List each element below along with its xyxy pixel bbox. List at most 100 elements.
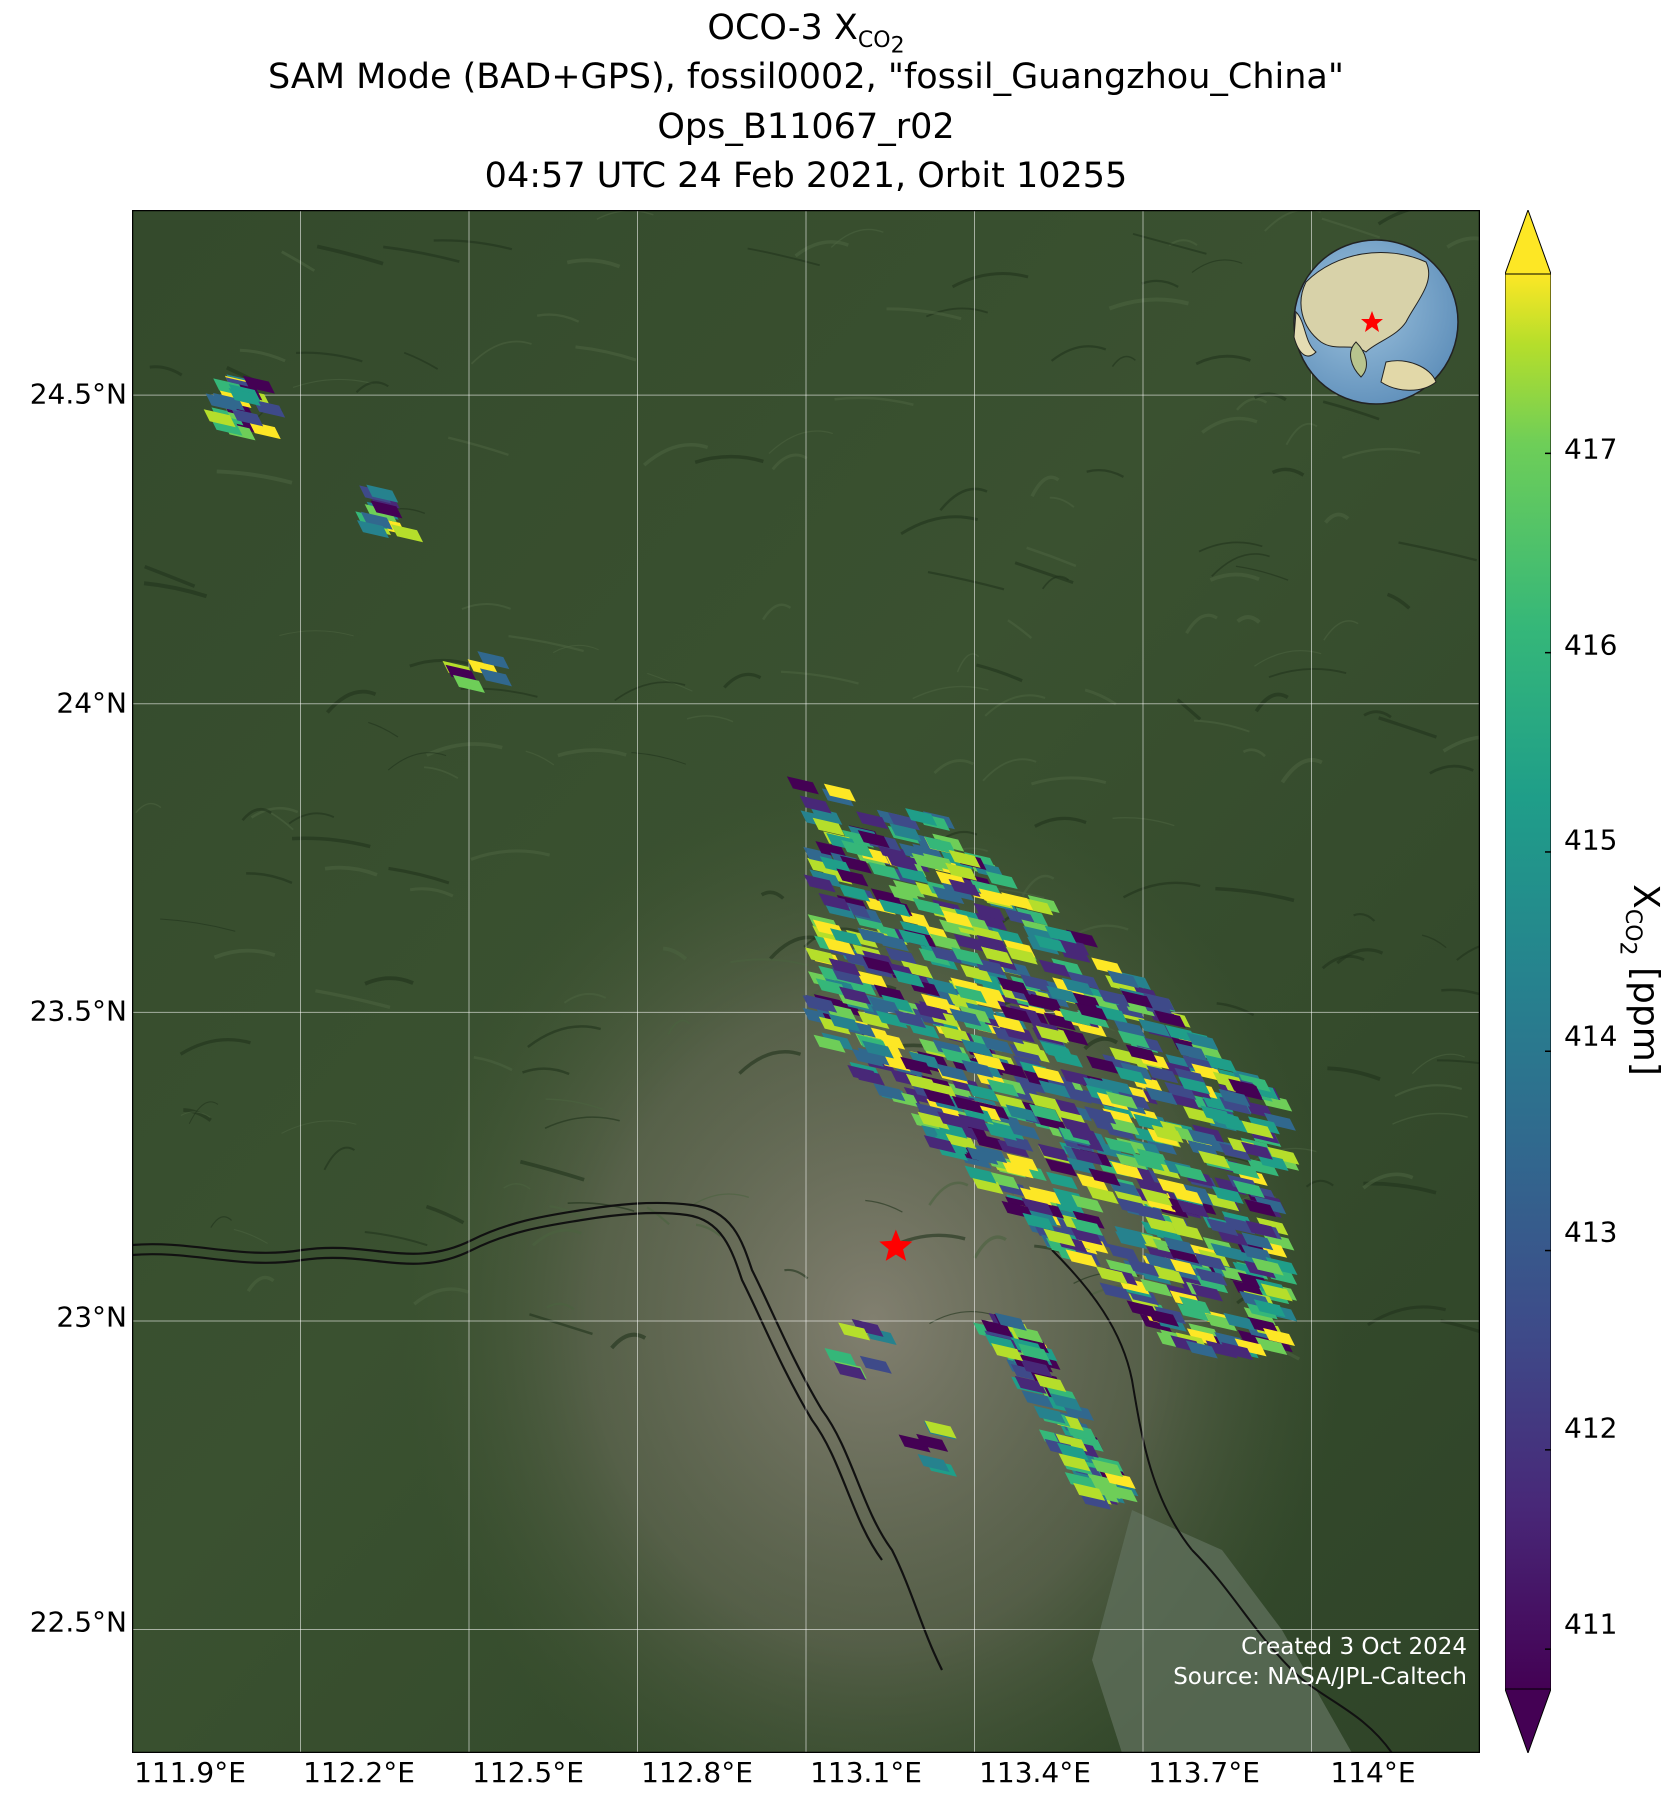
sounding-footprint: [1021, 1390, 1054, 1409]
terrain-ridge: [780, 670, 859, 685]
sounding-footprint: [1022, 1212, 1055, 1231]
sounding-footprint: [920, 993, 953, 1012]
globe-land: [1293, 310, 1317, 357]
sounding-footprint: [1254, 1196, 1287, 1215]
terrain-ridge: [503, 1182, 531, 1190]
xco2-soundings: [203, 374, 1300, 1510]
sounding-footprint: [901, 960, 934, 979]
sounding-footprint: [1101, 1078, 1134, 1097]
sounding-footprint: [857, 927, 890, 946]
sounding-footprint: [823, 937, 856, 956]
sounding-footprint: [1135, 1177, 1168, 1196]
terrain-ridge: [928, 1181, 969, 1206]
created-date-label: Created 3 Oct 2024: [1241, 1634, 1467, 1660]
sounding-footprint: [1120, 1062, 1153, 1081]
sounding-footprint: [1107, 970, 1140, 989]
sounding-footprint: [445, 664, 478, 683]
terrain-ridge: [546, 1302, 575, 1311]
sounding-footprint: [1018, 1343, 1051, 1362]
sounding-footprint: [1034, 1374, 1067, 1393]
river-coastline: [132, 1201, 943, 1671]
sounding-footprint: [370, 500, 403, 519]
sounding-footprint: [1117, 1030, 1150, 1049]
sounding-footprint: [973, 1133, 1006, 1152]
terrain-ridge: [1322, 400, 1380, 421]
colorbar-tick-label: 413: [1564, 1215, 1618, 1249]
sounding-footprint: [878, 1053, 911, 1072]
terrain-ridge: [413, 1287, 470, 1306]
sounding-footprint: [881, 994, 914, 1013]
sounding-footprint: [958, 1113, 991, 1132]
sounding-footprint: [1071, 1217, 1104, 1236]
terrain-ridge: [1086, 469, 1125, 478]
terrain-ridge: [927, 570, 1005, 591]
terrain-ridge: [1271, 467, 1305, 477]
terrain-ridge: [1254, 692, 1289, 713]
sounding-footprint: [941, 909, 974, 928]
terrain-ridge: [545, 1098, 604, 1111]
terrain-ridge: [355, 381, 389, 394]
sounding-footprint: [1001, 1160, 1034, 1179]
terrain-ridge: [760, 890, 785, 900]
terrain-ridge: [188, 1101, 219, 1125]
sounding-footprint: [889, 823, 922, 842]
sounding-footprint: [1247, 1116, 1280, 1135]
sounding-footprint: [831, 967, 864, 986]
terrain-ridge: [1327, 1066, 1381, 1081]
terrain-ridge: [1250, 1147, 1317, 1164]
target-star-icon: [879, 1229, 913, 1261]
sounding-footprint: [1164, 1081, 1197, 1100]
sounding-footprint: [1056, 1027, 1089, 1046]
sounding-footprint: [993, 1014, 1026, 1033]
sounding-footprint: [1042, 1042, 1075, 1061]
terrain-ridge: [1235, 565, 1289, 581]
terrain-ridge: [1411, 1053, 1465, 1074]
sounding-footprint: [973, 984, 1006, 1003]
sounding-footprint: [1191, 1283, 1224, 1302]
sounding-footprint: [1234, 1338, 1267, 1357]
sounding-footprint: [1171, 1222, 1204, 1241]
sounding-footprint: [911, 853, 944, 872]
terrain-ridge: [213, 948, 276, 960]
terrain-ridge: [1280, 758, 1323, 784]
sounding-footprint: [838, 1322, 871, 1341]
terrain-ridge: [387, 752, 447, 771]
terrain-ridge: [531, 1228, 582, 1247]
terrain-ridge: [403, 351, 439, 370]
sounding-footprint: [1207, 1193, 1240, 1212]
terrain-ridge: [1030, 475, 1060, 498]
sounding-footprint: [1037, 1143, 1070, 1162]
sounding-footprint: [923, 1135, 956, 1154]
terrain-ridge: [1193, 719, 1250, 733]
terrain-ridge: [179, 1037, 251, 1056]
sounding-footprint: [918, 947, 951, 966]
sounding-footprint: [900, 1056, 933, 1075]
sounding-footprint: [878, 899, 911, 918]
terrain-ridge: [771, 453, 808, 471]
sounding-footprint: [1179, 1296, 1212, 1315]
terrain-ridge: [1034, 816, 1087, 828]
sounding-footprint: [1164, 1257, 1197, 1276]
sounding-footprint: [1105, 1259, 1138, 1278]
sounding-footprint: [905, 1073, 938, 1092]
terrain-ridge: [315, 989, 391, 1009]
sounding-footprint: [861, 1040, 894, 1059]
terrain-ridge: [1084, 688, 1117, 706]
sounding-footprint: [953, 933, 986, 952]
sounding-footprint: [896, 865, 929, 884]
sounding-footprint: [898, 1434, 931, 1453]
sounding-footprint: [1014, 1375, 1047, 1394]
sounding-footprint: [786, 776, 819, 795]
sounding-footprint: [949, 1008, 982, 1027]
sounding-footprint: [868, 861, 901, 880]
sounding-footprint: [1263, 1112, 1296, 1131]
sounding-footprint: [1020, 1358, 1053, 1377]
terrain-ridge: [686, 715, 734, 723]
sounding-footprint: [973, 1052, 1006, 1071]
terrain-ridge: [216, 469, 293, 485]
terrain-ridge: [1209, 572, 1260, 582]
sounding-footprint: [939, 1025, 972, 1044]
sounding-footprint: [984, 1122, 1017, 1141]
terrain-ridge: [1386, 592, 1411, 610]
sounding-footprint: [1255, 1337, 1288, 1356]
